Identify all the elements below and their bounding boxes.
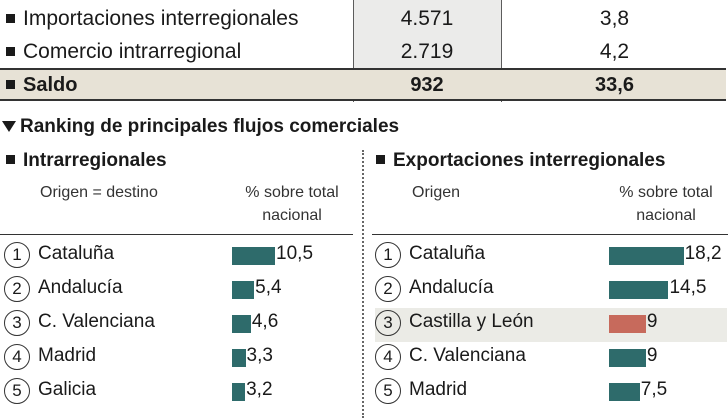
row-label: Importaciones interregionales: [23, 7, 299, 30]
bar-value-label: 9: [646, 345, 658, 366]
triangle-down-icon: [2, 121, 16, 132]
category-label: Galicia: [38, 379, 97, 400]
category-label: Andalucía: [409, 277, 494, 298]
category-header: Origen = destino: [40, 184, 158, 201]
bar: [609, 281, 669, 299]
category-label: Castilla y León: [409, 311, 534, 332]
row-value-2: 4,2: [599, 40, 630, 63]
bar: [232, 281, 255, 299]
bar: [232, 247, 276, 265]
bar-value-label: 9: [646, 311, 658, 332]
bar: [609, 315, 646, 333]
value-header: % sobre total nacional: [245, 184, 339, 224]
rank-badge: 3: [375, 310, 401, 336]
intrarregionales-panel: Intrarregionales Origen = destino % sobr…: [0, 150, 355, 418]
bar-value-label: 7,5: [640, 379, 668, 400]
panel-title-text: Exportaciones interregionales: [393, 150, 666, 171]
bar-value-label: 5,4: [255, 277, 282, 298]
row-value-1: 2.719: [400, 40, 454, 63]
saldo-label: Saldo: [23, 74, 78, 96]
bar-value-label: 10,5: [276, 243, 314, 264]
rank-badge: 5: [4, 378, 30, 404]
bullet-square-icon: [376, 155, 385, 165]
saldo-value-1: 932: [410, 74, 444, 96]
rank-badge: 4: [4, 344, 30, 370]
bar-row: 2 Andalucía 5,4: [4, 274, 354, 308]
bar-row: 1 Cataluña 10,5: [4, 240, 354, 274]
category-header: Origen: [412, 184, 461, 201]
ranking-title-text: Ranking de principales flujos comerciale…: [20, 116, 400, 137]
bullet-square-icon: [6, 46, 15, 56]
rank-badge: 5: [375, 378, 401, 404]
panel-title: Exportaciones interregionales: [376, 150, 665, 172]
bar-row: 4 Madrid 3,3: [4, 342, 354, 376]
bar: [232, 383, 246, 401]
bar-value-label: 3,3: [246, 345, 273, 366]
category-label: C. Valenciana: [38, 311, 155, 332]
bar-row: 1 Cataluña 18,2: [375, 240, 727, 274]
exportaciones-panel: Exportaciones interregionales Origen % s…: [370, 150, 728, 418]
header-rule: [0, 234, 353, 235]
bar-value-label: 18,2: [684, 243, 722, 264]
saldo-value-2: 33,6: [595, 74, 634, 96]
bar-row: 4 C. Valenciana 9: [375, 342, 727, 376]
bullet-square-icon: [6, 80, 15, 90]
bar: [232, 315, 251, 333]
table-row: Comercio intrarregional 2.719 4,2: [0, 35, 726, 68]
bar-row: 3 Castilla y León 9: [375, 308, 727, 342]
bar: [609, 383, 640, 401]
saldo-row: Saldo 932 33,6: [0, 68, 726, 101]
category-label: Madrid: [38, 345, 97, 366]
rank-badge: 4: [375, 344, 401, 370]
category-label: Cataluña: [38, 243, 115, 264]
rank-badge: 2: [4, 276, 30, 302]
rank-badge: 1: [375, 242, 401, 268]
category-label: Andalucía: [38, 277, 123, 298]
header-rule: [372, 234, 728, 235]
bar: [609, 247, 684, 265]
value-column-shade: [353, 0, 501, 68]
rank-badge: 3: [4, 310, 30, 336]
rank-badge: 2: [375, 276, 401, 302]
bullet-square-icon: [6, 13, 15, 23]
row-label: Comercio intrarregional: [23, 40, 242, 63]
bar-value-label: 4,6: [251, 311, 279, 332]
bullet-square-icon: [6, 155, 15, 165]
panel-title: Intrarregionales: [6, 150, 167, 172]
bar-row: 2 Andalucía 14,5: [375, 274, 727, 308]
ranking-title: Ranking de principales flujos comerciale…: [2, 116, 399, 138]
bar-value-label: 3,2: [246, 379, 273, 400]
row-value-1: 4.571: [400, 7, 454, 30]
bar-row: 3 C. Valenciana 4,6: [4, 308, 354, 342]
bar: [232, 349, 246, 367]
bar: [609, 349, 646, 367]
category-label: Cataluña: [409, 243, 486, 264]
bar-value-label: 14,5: [669, 277, 707, 298]
panel-title-text: Intrarregionales: [23, 150, 167, 171]
row-value-2: 3,8: [599, 7, 630, 30]
column-divider: [501, 0, 502, 102]
category-label: Madrid: [409, 379, 468, 400]
category-label: C. Valenciana: [409, 345, 526, 366]
column-divider: [353, 0, 354, 102]
rank-badge: 1: [4, 242, 30, 268]
value-header: % sobre total nacional: [619, 184, 713, 224]
bar-row: 5 Galicia 3,2: [4, 376, 354, 410]
bar-row: 5 Madrid 7,5: [375, 376, 727, 410]
panel-divider: [362, 150, 364, 418]
table-row: Importaciones interregionales 4.571 3,8: [0, 2, 726, 35]
